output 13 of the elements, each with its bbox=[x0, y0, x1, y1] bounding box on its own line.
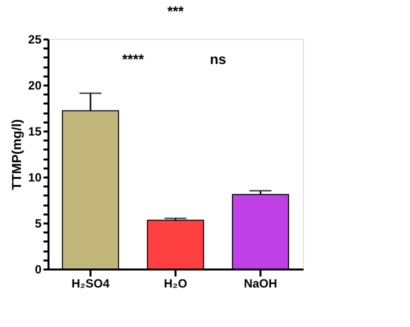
x-tick-label: NaOH bbox=[244, 276, 278, 290]
annotation: ns bbox=[210, 51, 226, 67]
x-tick-label: H₂O bbox=[164, 276, 188, 290]
y-tick-label: 0 bbox=[34, 262, 42, 276]
text: *** bbox=[167, 3, 184, 19]
y-tick-label: 15 bbox=[28, 124, 42, 138]
y-tick-label: 25 bbox=[28, 32, 42, 46]
x-tick-label: H₂SO4 bbox=[71, 276, 110, 290]
y-tick-label: 10 bbox=[28, 170, 42, 184]
annotation: **** bbox=[122, 51, 144, 67]
y-axis-title: TTMP(mg/l) bbox=[9, 119, 24, 190]
y-tick-label: 5 bbox=[34, 216, 42, 230]
y-tick-label: 20 bbox=[28, 78, 42, 92]
